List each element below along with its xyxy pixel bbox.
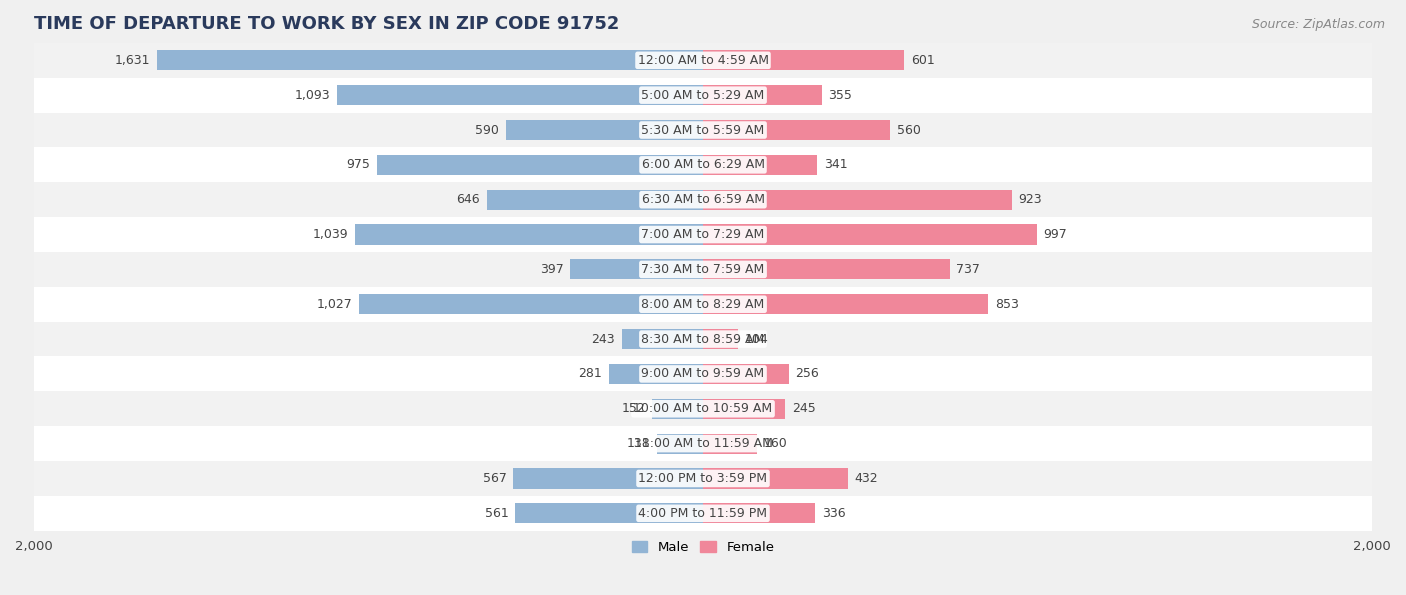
Text: 1,093: 1,093 bbox=[295, 89, 330, 102]
Text: 8:00 AM to 8:29 AM: 8:00 AM to 8:29 AM bbox=[641, 298, 765, 311]
Text: 923: 923 bbox=[1018, 193, 1042, 206]
Bar bbox=[34, 496, 1372, 531]
Bar bbox=[34, 217, 1372, 252]
Bar bbox=[571, 259, 703, 280]
Bar bbox=[703, 259, 949, 280]
Text: 243: 243 bbox=[592, 333, 614, 346]
Bar bbox=[337, 85, 703, 105]
Bar bbox=[34, 252, 1372, 287]
Text: 7:00 AM to 7:29 AM: 7:00 AM to 7:29 AM bbox=[641, 228, 765, 241]
Bar bbox=[34, 461, 1372, 496]
Text: 1,631: 1,631 bbox=[115, 54, 150, 67]
Bar bbox=[34, 356, 1372, 392]
Text: 9:00 AM to 9:59 AM: 9:00 AM to 9:59 AM bbox=[641, 368, 765, 380]
Bar bbox=[516, 503, 703, 524]
Bar bbox=[652, 399, 703, 419]
Bar bbox=[609, 364, 703, 384]
Text: 567: 567 bbox=[482, 472, 506, 485]
Text: 6:00 AM to 6:29 AM: 6:00 AM to 6:29 AM bbox=[641, 158, 765, 171]
Text: 160: 160 bbox=[763, 437, 787, 450]
Text: 8:30 AM to 8:59 AM: 8:30 AM to 8:59 AM bbox=[641, 333, 765, 346]
Bar bbox=[703, 434, 756, 454]
Text: Source: ZipAtlas.com: Source: ZipAtlas.com bbox=[1251, 18, 1385, 31]
Text: TIME OF DEPARTURE TO WORK BY SEX IN ZIP CODE 91752: TIME OF DEPARTURE TO WORK BY SEX IN ZIP … bbox=[34, 15, 619, 33]
Text: 4:00 PM to 11:59 PM: 4:00 PM to 11:59 PM bbox=[638, 507, 768, 520]
Bar bbox=[34, 112, 1372, 148]
Text: 10:00 AM to 10:59 AM: 10:00 AM to 10:59 AM bbox=[634, 402, 772, 415]
Bar bbox=[377, 155, 703, 175]
Bar bbox=[34, 392, 1372, 426]
Text: 561: 561 bbox=[485, 507, 509, 520]
Text: 245: 245 bbox=[792, 402, 815, 415]
Bar bbox=[34, 182, 1372, 217]
Bar bbox=[703, 503, 815, 524]
Bar bbox=[486, 190, 703, 210]
Bar bbox=[703, 329, 738, 349]
Text: 7:30 AM to 7:59 AM: 7:30 AM to 7:59 AM bbox=[641, 263, 765, 276]
Text: 853: 853 bbox=[995, 298, 1019, 311]
Text: 1,039: 1,039 bbox=[314, 228, 349, 241]
Text: 5:30 AM to 5:59 AM: 5:30 AM to 5:59 AM bbox=[641, 124, 765, 136]
Text: 560: 560 bbox=[897, 124, 921, 136]
Text: 432: 432 bbox=[855, 472, 877, 485]
Text: 590: 590 bbox=[475, 124, 499, 136]
Text: 152: 152 bbox=[621, 402, 645, 415]
Bar bbox=[34, 426, 1372, 461]
Text: 975: 975 bbox=[346, 158, 370, 171]
Text: 138: 138 bbox=[627, 437, 650, 450]
Text: 341: 341 bbox=[824, 158, 848, 171]
Bar bbox=[703, 364, 789, 384]
Text: 256: 256 bbox=[796, 368, 820, 380]
Text: 997: 997 bbox=[1043, 228, 1067, 241]
Bar bbox=[703, 155, 817, 175]
Text: 397: 397 bbox=[540, 263, 564, 276]
Bar bbox=[34, 322, 1372, 356]
Text: 5:00 AM to 5:29 AM: 5:00 AM to 5:29 AM bbox=[641, 89, 765, 102]
Text: 12:00 PM to 3:59 PM: 12:00 PM to 3:59 PM bbox=[638, 472, 768, 485]
Bar bbox=[657, 434, 703, 454]
Text: 104: 104 bbox=[745, 333, 768, 346]
Text: 601: 601 bbox=[911, 54, 935, 67]
Text: 737: 737 bbox=[956, 263, 980, 276]
Bar bbox=[356, 224, 703, 245]
Bar bbox=[703, 120, 890, 140]
Text: 12:00 AM to 4:59 AM: 12:00 AM to 4:59 AM bbox=[637, 54, 769, 67]
Bar bbox=[703, 294, 988, 314]
Text: 11:00 AM to 11:59 AM: 11:00 AM to 11:59 AM bbox=[634, 437, 772, 450]
Text: 336: 336 bbox=[823, 507, 846, 520]
Bar bbox=[703, 468, 848, 488]
Bar bbox=[506, 120, 703, 140]
Bar bbox=[34, 287, 1372, 322]
Text: 646: 646 bbox=[457, 193, 481, 206]
Bar bbox=[703, 224, 1036, 245]
Bar bbox=[703, 50, 904, 70]
Bar bbox=[360, 294, 703, 314]
Text: 6:30 AM to 6:59 AM: 6:30 AM to 6:59 AM bbox=[641, 193, 765, 206]
Bar bbox=[703, 85, 821, 105]
Bar bbox=[703, 190, 1012, 210]
Bar bbox=[513, 468, 703, 488]
Bar bbox=[703, 399, 785, 419]
Text: 1,027: 1,027 bbox=[316, 298, 353, 311]
Bar bbox=[157, 50, 703, 70]
Bar bbox=[34, 43, 1372, 78]
Bar bbox=[621, 329, 703, 349]
Legend: Male, Female: Male, Female bbox=[627, 537, 779, 558]
Text: 355: 355 bbox=[828, 89, 852, 102]
Text: 281: 281 bbox=[578, 368, 602, 380]
Bar bbox=[34, 148, 1372, 182]
Bar bbox=[34, 78, 1372, 112]
